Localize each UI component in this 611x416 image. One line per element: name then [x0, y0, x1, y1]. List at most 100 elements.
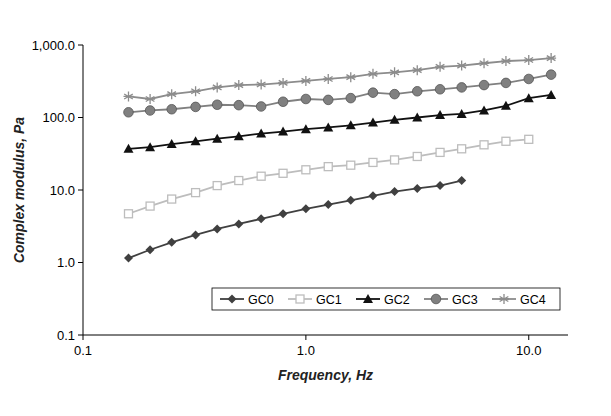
- x-axis-label: Frequency, Hz: [278, 367, 373, 383]
- legend-marker: [431, 294, 441, 304]
- y-tick-label: 1,000.0: [32, 38, 75, 53]
- point: [524, 55, 534, 65]
- point: [212, 134, 222, 143]
- point: [412, 86, 422, 96]
- point: [234, 100, 244, 110]
- point: [458, 145, 466, 153]
- series-line: [128, 75, 551, 113]
- point: [234, 219, 243, 228]
- point: [524, 74, 534, 84]
- point: [324, 200, 333, 209]
- point: [346, 93, 356, 103]
- point: [191, 102, 201, 112]
- point: [256, 129, 266, 138]
- point: [124, 254, 133, 263]
- y-tick-label: 0.1: [57, 328, 75, 343]
- point: [324, 163, 332, 171]
- point: [191, 136, 201, 145]
- y-tick-label: 100.0: [42, 110, 75, 125]
- point: [146, 202, 154, 210]
- chart: 0.1 1.0 10.0 0.1 1.0 10.0 100.0 1,000.0 Frequenc…: [0, 0, 611, 416]
- point: [167, 104, 177, 114]
- point: [479, 58, 489, 68]
- legend-label: GC3: [452, 293, 478, 307]
- point: [391, 156, 399, 164]
- point: [413, 184, 422, 193]
- legend-label: GC0: [248, 293, 274, 307]
- series-line: [128, 95, 551, 149]
- point: [546, 53, 556, 63]
- point: [457, 109, 467, 118]
- point: [212, 100, 222, 110]
- point: [413, 152, 421, 160]
- legend-marker: [296, 295, 304, 303]
- y-tick: [78, 262, 83, 263]
- point: [390, 115, 400, 124]
- y-tick: [78, 117, 83, 118]
- point: [368, 69, 378, 79]
- plot-area: [123, 53, 556, 263]
- legend-marker: [363, 294, 373, 303]
- point: [390, 67, 400, 77]
- legend: GC0GC1GC2GC3GC4: [212, 288, 560, 310]
- point: [124, 107, 134, 117]
- point: [279, 209, 288, 218]
- point: [435, 62, 445, 72]
- x-tick: [305, 335, 306, 340]
- point: [301, 204, 310, 213]
- point: [278, 127, 288, 136]
- point: [256, 80, 266, 90]
- x-tick-label: 1.0: [297, 343, 315, 358]
- point: [124, 210, 132, 218]
- point: [346, 72, 356, 82]
- point: [347, 161, 355, 169]
- point: [145, 94, 155, 104]
- point: [235, 177, 243, 185]
- point: [346, 196, 355, 205]
- point: [301, 76, 311, 86]
- point: [256, 102, 266, 112]
- x-tick: [528, 335, 529, 340]
- point: [234, 80, 244, 90]
- point: [212, 82, 222, 92]
- point: [546, 70, 556, 80]
- point: [436, 148, 444, 156]
- point: [457, 61, 467, 71]
- point: [323, 95, 333, 105]
- point: [168, 195, 176, 203]
- y-tick: [78, 45, 83, 46]
- point: [412, 65, 422, 75]
- x-tick: [83, 335, 84, 340]
- point: [435, 110, 445, 119]
- point: [191, 86, 201, 96]
- point: [436, 181, 445, 190]
- point: [192, 189, 200, 197]
- point: [501, 78, 511, 88]
- point: [368, 88, 378, 98]
- point: [479, 80, 489, 90]
- point: [501, 56, 511, 66]
- legend-marker: [228, 295, 237, 304]
- y-axis-label: Complex modulus, Pa: [11, 117, 27, 263]
- series-line: [128, 181, 461, 259]
- point: [145, 106, 155, 116]
- x-tick-label: 0.1: [74, 343, 92, 358]
- legend-box: [212, 288, 560, 310]
- series-line: [128, 58, 551, 99]
- point: [279, 169, 287, 177]
- point: [390, 89, 400, 99]
- point: [145, 142, 155, 151]
- x-tick-label: 10.0: [516, 343, 541, 358]
- point: [369, 158, 377, 166]
- y-tick-label: 10.0: [50, 183, 75, 198]
- point: [524, 93, 534, 102]
- point: [302, 166, 310, 174]
- y-tick-label: 1.0: [57, 255, 75, 270]
- series-line: [128, 139, 528, 213]
- point: [257, 214, 266, 223]
- point: [457, 176, 466, 185]
- legend-label: GC1: [316, 293, 342, 307]
- point: [167, 89, 177, 99]
- point: [123, 91, 133, 101]
- point: [479, 105, 489, 114]
